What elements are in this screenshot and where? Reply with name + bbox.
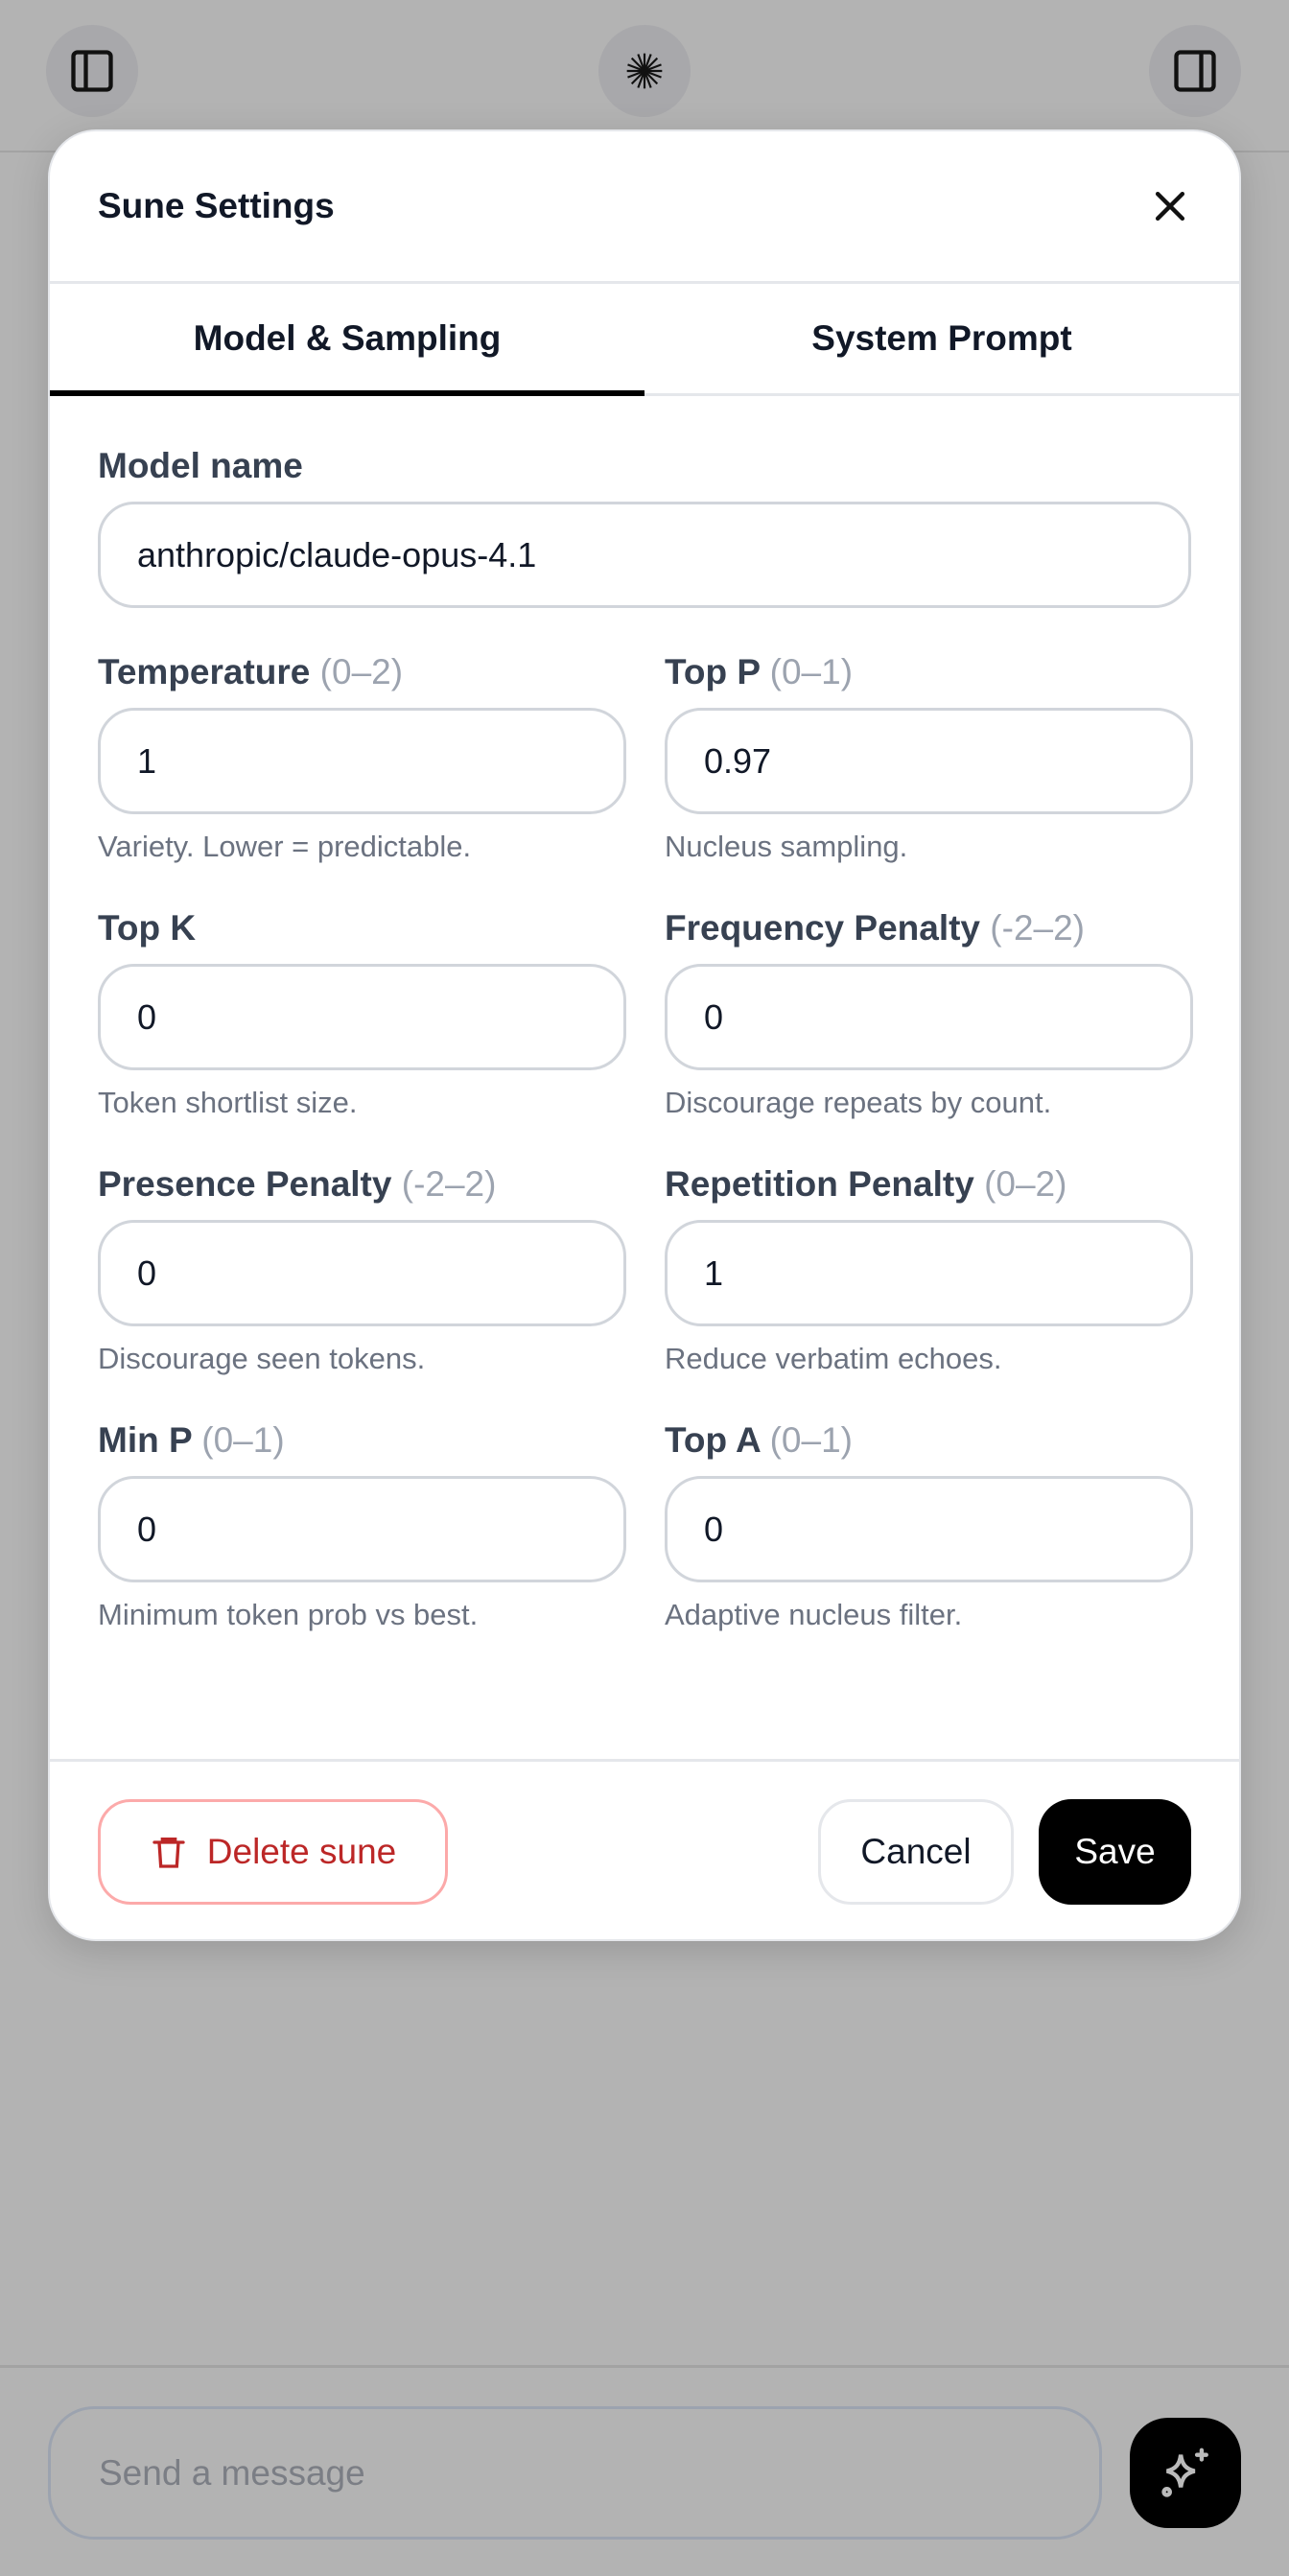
tab-bar: Model & Sampling System Prompt	[50, 284, 1239, 396]
repetition-penalty-help: Reduce verbatim echoes.	[665, 1342, 1002, 1375]
field-temperature: Temperature (0–2) 1 Variety. Lower = pre…	[98, 648, 626, 868]
tab-model-sampling[interactable]: Model & Sampling	[50, 284, 644, 396]
tab-system-prompt[interactable]: System Prompt	[811, 318, 1072, 358]
field-top-p: Top P (0–1) 0.97 Nucleus sampling.	[665, 648, 1193, 868]
field-top-k: Top K 0 Token shortlist size.	[98, 904, 626, 1124]
toggle-right-sidebar-button[interactable]	[1149, 25, 1241, 117]
min-p-label: Min P (0–1)	[98, 1417, 626, 1464]
field-repetition-penalty: Repetition Penalty (0–2) 1 Reduce verbat…	[665, 1160, 1193, 1380]
close-icon[interactable]	[1149, 185, 1191, 227]
dialog-footer: Delete sune Cancel Save	[50, 1759, 1239, 1941]
trash-icon	[152, 1837, 185, 1868]
frequency-penalty-range: (-2–2)	[990, 908, 1085, 948]
top-k-label: Top K	[98, 904, 626, 952]
sidebar-right-icon	[1174, 50, 1216, 92]
min-p-help: Minimum token prob vs best.	[98, 1598, 479, 1631]
dialog-header: Sune Settings	[50, 131, 1239, 284]
top-k-input[interactable]: 0	[98, 964, 626, 1070]
model-name-input[interactable]: anthropic/claude-opus-4.1	[98, 502, 1191, 608]
top-a-label: Top A (0–1)	[665, 1417, 1193, 1464]
top-bar	[0, 0, 1289, 152]
repetition-penalty-input[interactable]: 1	[665, 1220, 1193, 1326]
field-top-a: Top A (0–1) 0 Adaptive nucleus filter.	[665, 1417, 1193, 1636]
top-a-label-text: Top A	[665, 1420, 761, 1460]
top-p-label: Top P (0–1)	[665, 648, 1193, 696]
presence-penalty-label: Presence Penalty (-2–2)	[98, 1160, 626, 1208]
presence-penalty-range: (-2–2)	[401, 1164, 497, 1204]
min-p-label-text: Min P	[98, 1420, 192, 1460]
save-button[interactable]: Save	[1039, 1798, 1191, 1905]
send-button[interactable]	[1130, 2418, 1241, 2528]
top-p-help: Nucleus sampling.	[665, 830, 908, 863]
frequency-penalty-label: Frequency Penalty (-2–2)	[665, 904, 1193, 952]
sparkles-icon	[1161, 2447, 1208, 2497]
sune-settings-dialog: Sune Settings Model & Sampling System Pr…	[48, 129, 1241, 1941]
temperature-range: (0–2)	[319, 652, 404, 691]
repetition-penalty-label-text: Repetition Penalty	[665, 1164, 974, 1204]
top-a-help: Adaptive nucleus filter.	[665, 1598, 963, 1631]
temperature-label: Temperature (0–2)	[98, 648, 626, 696]
temperature-label-text: Temperature	[98, 652, 311, 691]
field-presence-penalty: Presence Penalty (-2–2) 0 Discourage see…	[98, 1160, 626, 1380]
top-a-input[interactable]: 0	[665, 1476, 1193, 1582]
sune-avatar-button[interactable]	[598, 25, 691, 117]
temperature-input[interactable]: 1	[98, 708, 626, 814]
repetition-penalty-label: Repetition Penalty (0–2)	[665, 1160, 1193, 1208]
delete-sune-button[interactable]: Delete sune	[98, 1798, 448, 1905]
presence-penalty-label-text: Presence Penalty	[98, 1164, 392, 1204]
field-frequency-penalty: Frequency Penalty (-2–2) 0 Discourage re…	[665, 904, 1193, 1124]
composer: Send a message	[0, 2365, 1289, 2576]
top-p-label-text: Top P	[665, 652, 761, 691]
temperature-help: Variety. Lower = predictable.	[98, 830, 472, 863]
field-min-p: Min P (0–1) 0 Minimum token prob vs best…	[98, 1417, 626, 1636]
repetition-penalty-range: (0–2)	[984, 1164, 1067, 1204]
model-name-label: Model name	[98, 446, 303, 485]
min-p-input[interactable]: 0	[98, 1476, 626, 1582]
dialog-title: Sune Settings	[98, 186, 335, 225]
frequency-penalty-input[interactable]: 0	[665, 964, 1193, 1070]
top-k-label-text: Top K	[98, 908, 197, 948]
starburst-icon	[626, 53, 663, 89]
cancel-button[interactable]: Cancel	[818, 1798, 1014, 1905]
top-p-range: (0–1)	[769, 652, 854, 691]
presence-penalty-input[interactable]: 0	[98, 1220, 626, 1326]
frequency-penalty-label-text: Frequency Penalty	[665, 908, 981, 948]
toggle-left-sidebar-button[interactable]	[46, 25, 138, 117]
message-input[interactable]: Send a message	[48, 2406, 1102, 2540]
frequency-penalty-help: Discourage repeats by count.	[665, 1086, 1052, 1119]
presence-penalty-help: Discourage seen tokens.	[98, 1342, 426, 1375]
min-p-range: (0–1)	[201, 1420, 285, 1460]
top-p-input[interactable]: 0.97	[665, 708, 1193, 814]
top-a-range: (0–1)	[769, 1420, 853, 1460]
sidebar-left-icon	[71, 50, 113, 92]
top-k-help: Token shortlist size.	[98, 1086, 358, 1119]
delete-sune-label: Delete sune	[206, 1831, 397, 1871]
